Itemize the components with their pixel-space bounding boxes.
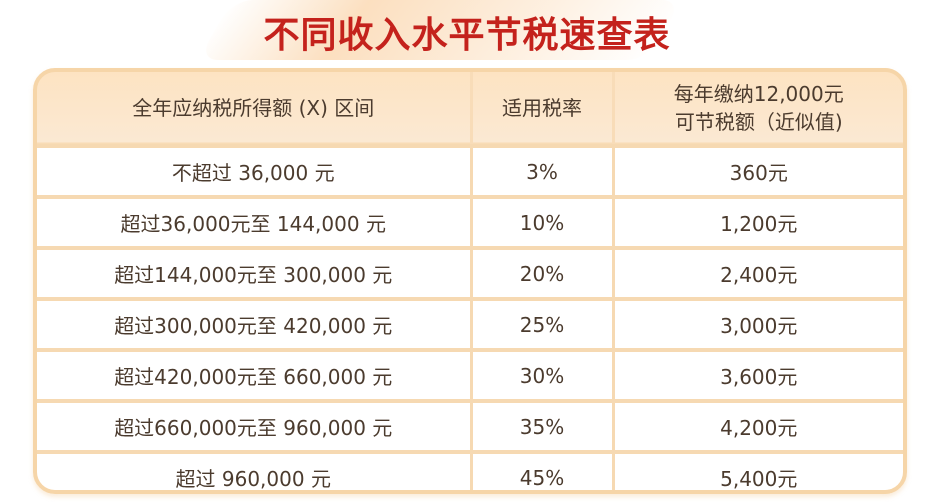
header-tax-rate: 适用税率 xyxy=(469,72,613,146)
table-row: 不超过 36,000 元 3% 360元 xyxy=(37,144,903,197)
income-range-cell: 超过36,000元至 144,000 元 xyxy=(37,195,471,248)
tax-rate-cell: 45% xyxy=(469,450,613,490)
income-range-cell: 超过420,000元至 660,000 元 xyxy=(37,348,471,401)
tax-saving-cell: 2,400元 xyxy=(611,246,903,299)
table-row: 超过420,000元至 660,000 元 30% 3,600元 xyxy=(37,348,903,401)
page-title: 不同收入水平节税速查表 xyxy=(263,15,671,56)
header-tax-saving: 每年缴纳12,000元 可节税额（近似值) xyxy=(611,72,903,146)
table-row: 超过660,000元至 960,000 元 35% 4,200元 xyxy=(37,399,903,452)
tax-saving-cell: 4,200元 xyxy=(611,399,903,452)
income-range-cell: 不超过 36,000 元 xyxy=(37,144,471,197)
header-tax-saving-line1: 每年缴纳12,000元 xyxy=(673,82,844,106)
income-range-cell: 超过 960,000 元 xyxy=(37,450,471,490)
income-range-cell: 超过660,000元至 960,000 元 xyxy=(37,399,471,452)
tax-rate-cell: 3% xyxy=(469,144,613,197)
tax-saving-cell: 360元 xyxy=(611,144,903,197)
header-income-range: 全年应纳税所得额 (X) 区间 xyxy=(132,96,375,120)
income-range-cell: 超过300,000元至 420,000 元 xyxy=(37,297,471,350)
header-tax-saving-line2: 可节税额（近似值) xyxy=(674,110,843,134)
table-header-row: 全年应纳税所得额 (X) 区间 适用税率 每年缴纳12,000元 可节税额（近似值… xyxy=(37,72,903,146)
tax-saving-cell: 3,600元 xyxy=(611,348,903,401)
table-row: 超过300,000元至 420,000 元 25% 3,000元 xyxy=(37,297,903,350)
tax-rate-cell: 25% xyxy=(469,297,613,350)
tax-table: 全年应纳税所得额 (X) 区间 适用税率 每年缴纳12,000元 可节税额（近似值… xyxy=(37,72,903,490)
tax-rate-cell: 35% xyxy=(469,399,613,452)
tax-rate-cell: 10% xyxy=(469,195,613,248)
tax-saving-cell: 5,400元 xyxy=(611,450,903,490)
income-range-cell: 超过144,000元至 300,000 元 xyxy=(37,246,471,299)
tax-saving-cell: 1,200元 xyxy=(611,195,903,248)
table-row: 超过36,000元至 144,000 元 10% 1,200元 xyxy=(37,195,903,248)
table-row: 超过144,000元至 300,000 元 20% 2,400元 xyxy=(37,246,903,299)
tax-rate-cell: 20% xyxy=(469,246,613,299)
tax-rate-cell: 30% xyxy=(469,348,613,401)
table-row: 超过 960,000 元 45% 5,400元 xyxy=(37,450,903,490)
tax-table-frame: 全年应纳税所得额 (X) 区间 适用税率 每年缴纳12,000元 可节税额（近似值… xyxy=(33,68,907,494)
tax-saving-cell: 3,000元 xyxy=(611,297,903,350)
